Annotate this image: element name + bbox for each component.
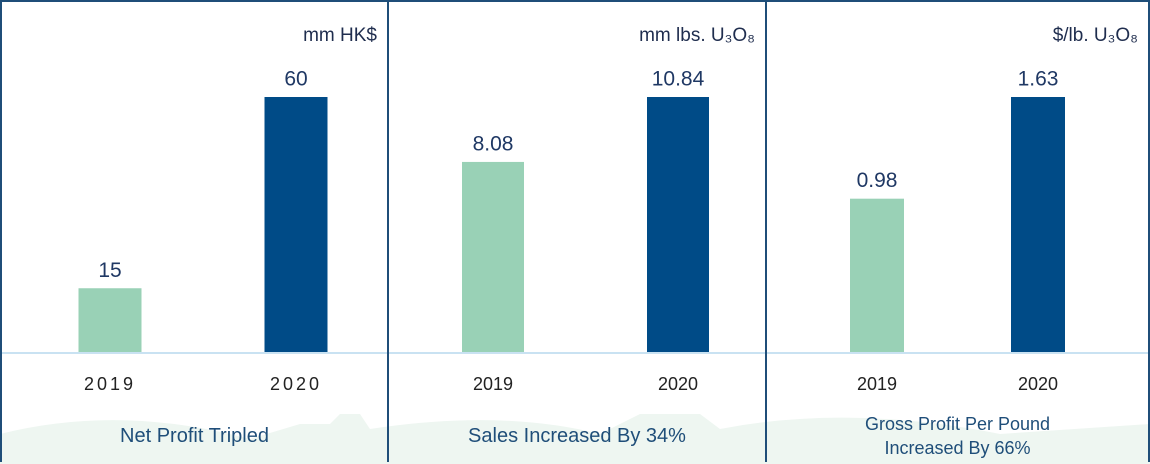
x-tick-label: 2019 bbox=[84, 374, 136, 394]
value-label: 8.08 bbox=[473, 132, 514, 155]
value-label: 10.84 bbox=[652, 68, 705, 91]
chart: mm HK$ 15 2019 60 2020 bbox=[2, 25, 387, 394]
caption: Sales Increased By 34% bbox=[468, 425, 686, 447]
chart-panel: mm lbs. U₃O₈ 8.08 2019 10.84 2020 Sales Incre… bbox=[387, 0, 767, 462]
bar bbox=[1011, 97, 1065, 352]
x-tick-label: 2020 bbox=[270, 374, 322, 394]
chart: $/lb. U₃O₈ 0.98 2019 1.63 2020 bbox=[767, 25, 1148, 394]
unit-label: mm HK$ bbox=[303, 25, 377, 46]
bar bbox=[264, 97, 328, 352]
chart-panel: $/lb. U₃O₈ 0.98 2019 1.63 2020 Gross Profit P… bbox=[765, 0, 1150, 462]
caption: Net Profit Tripled bbox=[120, 425, 269, 447]
x-tick-label: 2020 bbox=[1018, 374, 1058, 394]
bar bbox=[850, 198, 904, 352]
value-label: 0.98 bbox=[857, 169, 898, 192]
value-label: 60 bbox=[284, 68, 307, 91]
unit-label: $/lb. U₃O₈ bbox=[1053, 25, 1138, 46]
chart-panel: mm HK$ 15 2019 60 2020 Net Profit Tripled bbox=[0, 0, 389, 462]
value-label: 1.63 bbox=[1018, 68, 1059, 91]
bar bbox=[647, 97, 709, 352]
caption: Gross Profit Per Pound Increased By 66% bbox=[864, 414, 1051, 458]
watermark bbox=[0, 414, 1150, 464]
x-tick-label: 2020 bbox=[658, 374, 698, 394]
x-tick-label: 2019 bbox=[473, 374, 513, 394]
bar bbox=[78, 288, 142, 352]
watermark-shape bbox=[0, 414, 1150, 464]
chart: mm lbs. U₃O₈ 8.08 2019 10.84 2020 bbox=[389, 25, 765, 394]
value-label: 15 bbox=[98, 259, 121, 282]
x-tick-label: 2019 bbox=[857, 374, 897, 394]
unit-label: mm lbs. U₃O₈ bbox=[639, 25, 755, 46]
bar bbox=[462, 161, 524, 352]
